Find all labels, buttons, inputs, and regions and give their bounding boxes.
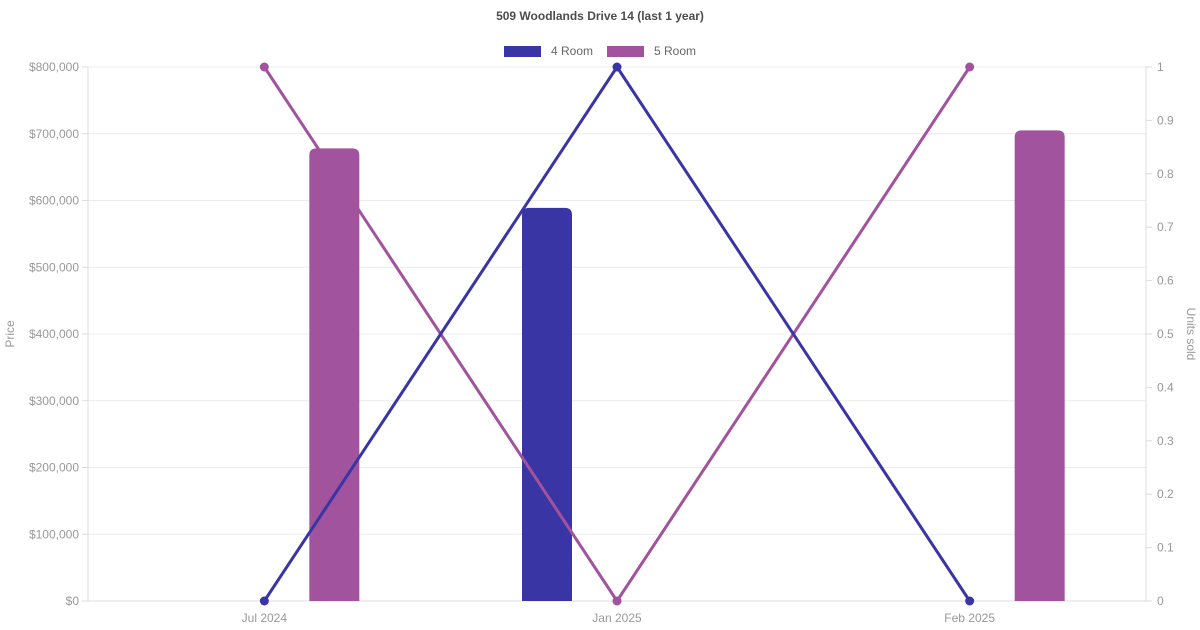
y-axis-right-tick-label: 0.1: [1157, 541, 1174, 555]
legend-item-4-room: 4 Room: [503, 44, 593, 58]
y-axis-right-tick-label: 0.7: [1157, 220, 1174, 234]
point-4-room: [259, 596, 269, 606]
y-axis-right-tick-label: 0.6: [1157, 274, 1174, 288]
x-axis-tick-label: Feb 2025: [944, 611, 995, 625]
y-axis-left-tick-label: $300,000: [29, 394, 79, 408]
legend-swatch-4-room: [503, 45, 541, 57]
point-4-room: [612, 62, 622, 72]
y-axis-right-tick-label: 0.3: [1157, 434, 1174, 448]
y-axis-right-tick-label: 0.2: [1157, 487, 1174, 501]
y-axis-right-tick-label: 0.4: [1157, 380, 1174, 394]
point-5-room: [965, 62, 975, 72]
legend-label-5-room: 5 Room: [654, 44, 697, 58]
bar-5-room: [1014, 130, 1065, 601]
point-4-room: [965, 596, 975, 606]
bar-4-room: [522, 207, 572, 601]
y-axis-left-tick-label: $400,000: [29, 327, 79, 341]
legend-item-5-room: 5 Room: [607, 44, 696, 58]
y-axis-left-title: Price: [3, 320, 17, 348]
point-5-room: [259, 62, 269, 72]
y-axis-left-tick-label: $200,000: [29, 461, 79, 475]
point-5-room: [612, 596, 622, 606]
y-axis-left-tick-label: $800,000: [29, 60, 79, 74]
legend-swatch-5-room: [607, 45, 644, 57]
chart-legend: 4 Room 5 Room: [0, 44, 1200, 58]
x-axis-tick-label: Jul 2024: [242, 611, 288, 625]
legend-label-4-room: 4 Room: [550, 44, 593, 58]
y-axis-right-tick-label: 0: [1157, 594, 1164, 608]
chart-title: 509 Woodlands Drive 14 (last 1 year): [496, 9, 704, 23]
bar-5-room: [309, 148, 360, 601]
y-axis-left-tick-label: $700,000: [29, 127, 79, 141]
y-axis-right-title: Units sold: [1184, 308, 1198, 361]
x-axis-tick-label: Jan 2025: [592, 611, 642, 625]
y-axis-right-tick-label: 0.8: [1157, 167, 1174, 181]
y-axis-left-tick-label: $0: [66, 594, 80, 608]
y-axis-right-tick-label: 1: [1157, 60, 1164, 74]
y-axis-left-tick-label: $100,000: [29, 527, 79, 541]
y-axis-right-tick-label: 0.9: [1157, 113, 1174, 127]
y-axis-left-tick-label: $500,000: [29, 260, 79, 274]
y-axis-left-tick-label: $600,000: [29, 194, 79, 208]
y-axis-right-tick-label: 0.5: [1157, 327, 1174, 341]
